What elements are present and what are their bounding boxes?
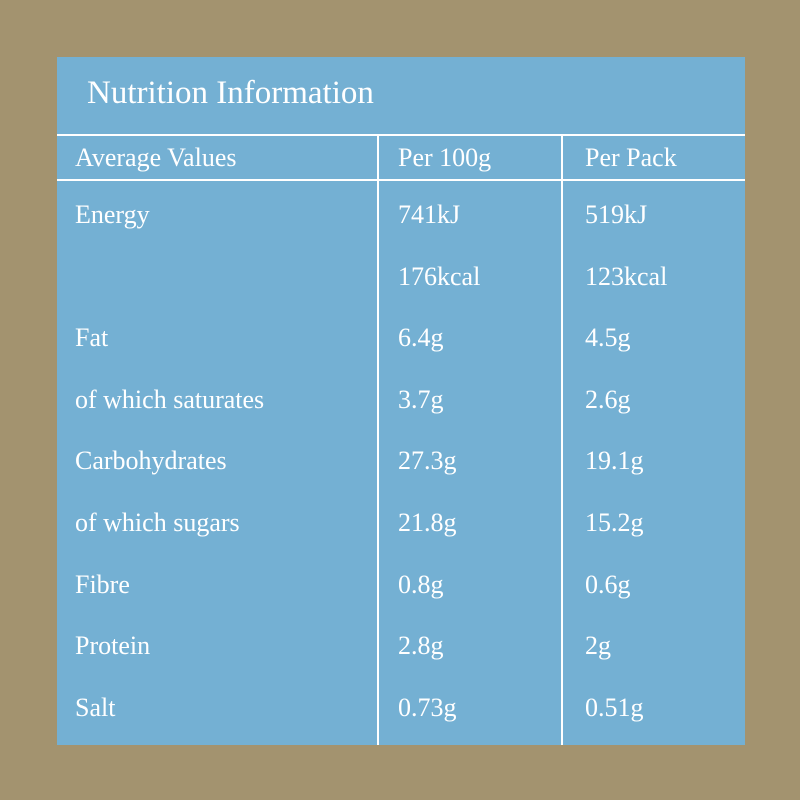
row-label: Carbohydrates [75, 446, 227, 476]
row-label: Energy [75, 200, 150, 229]
column-header: Per 100g [398, 143, 492, 172]
column-divider [561, 135, 563, 745]
cell-value: 19.1g [585, 446, 644, 476]
cell-value: 0.8g [398, 569, 444, 599]
cell-value: 519kJ [585, 200, 648, 229]
cell-value: 3.7g [398, 384, 444, 414]
row-label: Protein [75, 631, 151, 661]
row-label: of which sugars [75, 508, 240, 537]
column-header: Per Pack [585, 143, 677, 172]
cell-value: 4.5g [585, 323, 631, 353]
cell-value: 0.51g [585, 692, 644, 722]
cell-value: 2.6g [585, 384, 631, 414]
cell-value: 2g [585, 631, 611, 661]
cell-value: 21.8g [398, 508, 457, 537]
cell-value: 123kcal [585, 261, 668, 291]
cell-value: 0.73g [398, 692, 457, 722]
cell-value: 741kJ [398, 200, 461, 229]
nutrition-panel: Nutrition Information Average Values Per … [57, 57, 745, 745]
cell-value: 0.6g [585, 569, 631, 599]
row-label: Fibre [75, 569, 130, 599]
cell-value: 27.3g [398, 446, 457, 476]
cell-value: 6.4g [398, 323, 444, 353]
row-label: of which saturates [75, 384, 265, 414]
cell-value: 176kcal [398, 261, 481, 291]
row-label: Fat [75, 323, 109, 353]
row-label: Salt [75, 692, 116, 722]
divider [57, 134, 745, 136]
column-divider [377, 135, 379, 745]
column-header: Average Values [75, 143, 237, 172]
title: Nutrition Information [87, 75, 374, 111]
divider [57, 179, 745, 181]
cell-value: 15.2g [585, 508, 644, 537]
cell-value: 2.8g [398, 631, 444, 661]
